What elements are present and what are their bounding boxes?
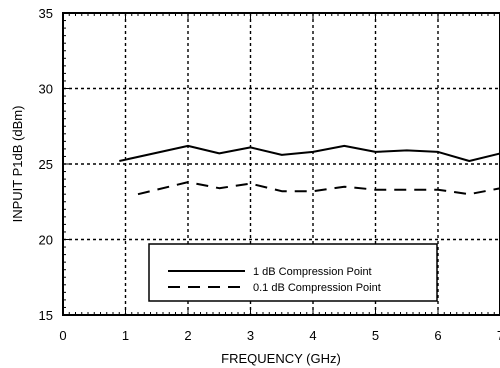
- x-axis-title: FREQUENCY (GHz): [221, 351, 341, 366]
- x-tick-label: 6: [434, 328, 441, 343]
- x-tick-label: 1: [122, 328, 129, 343]
- y-tick-label: 15: [39, 308, 53, 323]
- legend: 1 dB Compression Point 0.1 dB Compressio…: [149, 244, 437, 301]
- y-tick-label: 20: [39, 233, 53, 248]
- y-tick-label: 35: [39, 6, 53, 21]
- y-axis-title: INPUIT P1dB (dBm): [10, 106, 25, 223]
- legend-label-series-1: 1 dB Compression Point: [253, 266, 372, 278]
- x-tick-label: 4: [309, 328, 316, 343]
- legend-label-series-2: 0.1 dB Compression Point: [253, 282, 381, 294]
- series-line-1: [119, 146, 500, 161]
- series-line-2: [138, 182, 500, 194]
- y-tick-label: 30: [39, 82, 53, 97]
- x-tick-label: 5: [372, 328, 379, 343]
- x-tick-label: 3: [247, 328, 254, 343]
- y-tick-label: 25: [39, 157, 53, 172]
- x-tick-label: 2: [184, 328, 191, 343]
- x-tick-label: 0: [59, 328, 66, 343]
- series-lines: [119, 146, 500, 194]
